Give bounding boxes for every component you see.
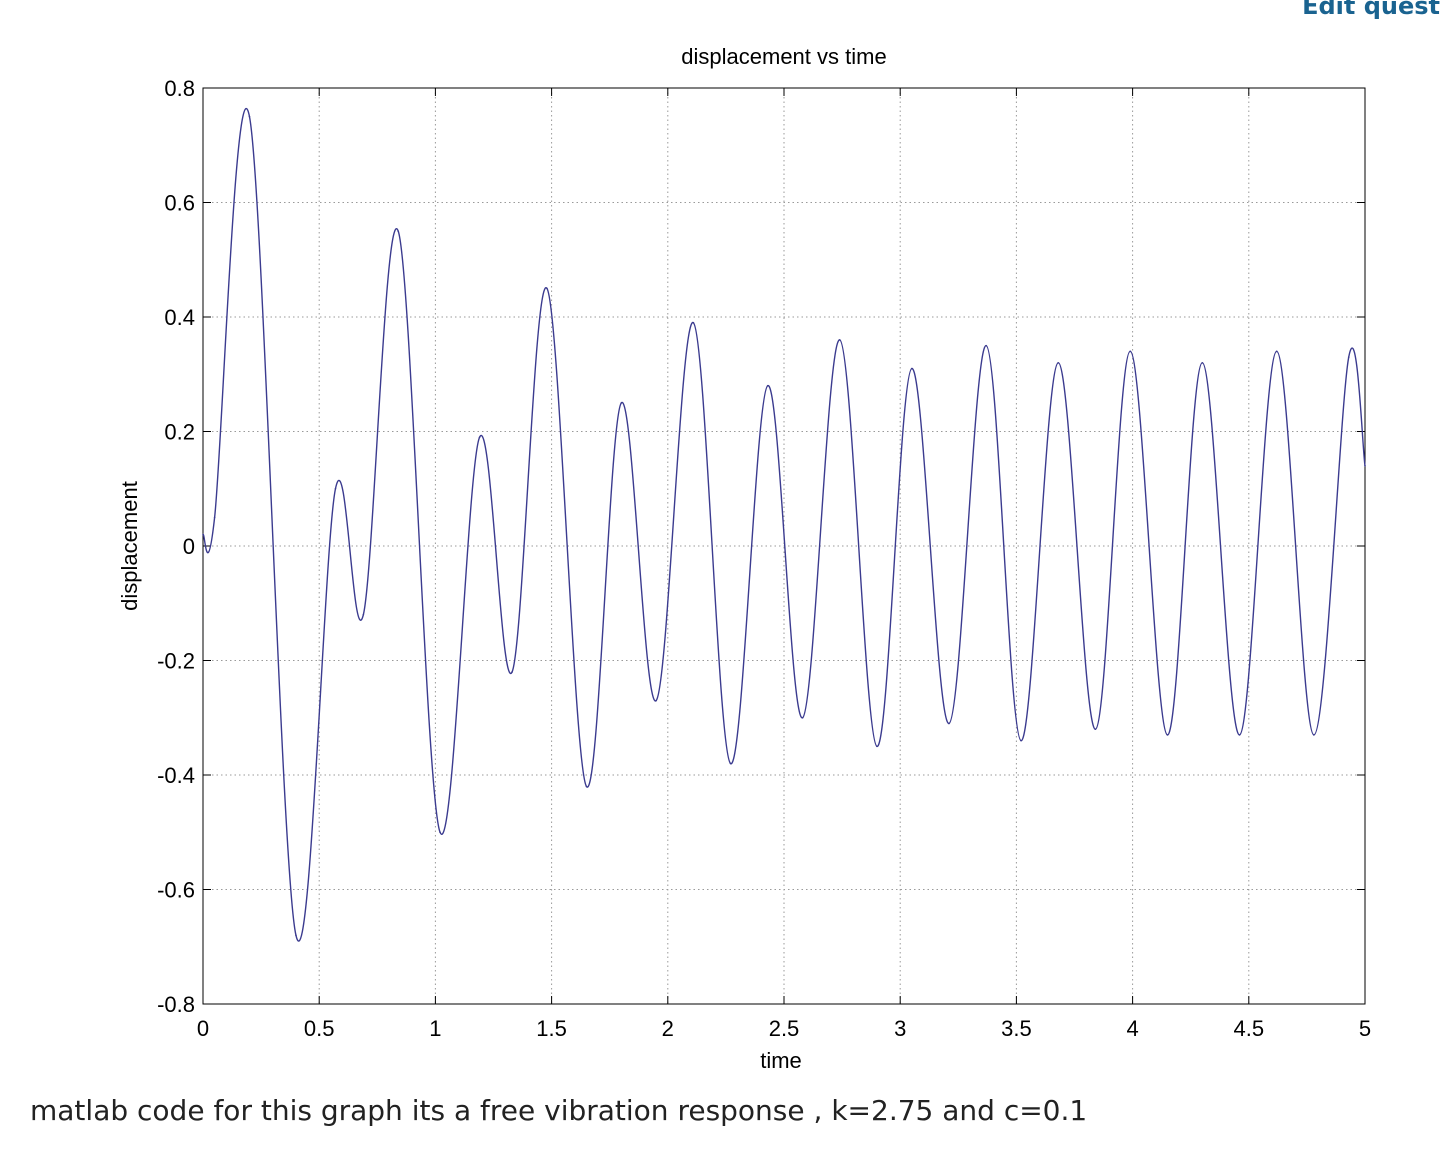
series-points [202, 115, 1366, 937]
x-tick-label: 3.5 [1001, 1016, 1032, 1041]
data-point [1094, 728, 1097, 730]
x-tick-labels: 0 0.5 1 1.5 2 2.5 3 3.5 4 4.5 5 [197, 1016, 1371, 1041]
data-point [801, 716, 804, 719]
x-tick-label: 0 [197, 1016, 209, 1041]
data-point [511, 671, 513, 673]
y-tick-label: -0.4 [157, 763, 195, 788]
x-tick-label: 3 [894, 1016, 906, 1041]
data-point [766, 384, 769, 387]
x-tick-label: 4 [1126, 1016, 1138, 1041]
data-point [1020, 739, 1022, 742]
data-point [1275, 350, 1278, 353]
data-point [478, 436, 481, 439]
data-point [213, 516, 216, 519]
x-tick-label: 2 [662, 1016, 674, 1041]
y-tick-label: 0.4 [164, 305, 195, 330]
data-point [1313, 734, 1315, 736]
y-tick-label: 0 [183, 534, 195, 559]
data-point [911, 367, 913, 370]
tick-marks [202, 87, 1366, 1005]
data-point [838, 339, 841, 341]
data-point [692, 321, 695, 324]
data-point [876, 745, 878, 748]
series-line [202, 107, 1366, 942]
data-point [1166, 734, 1169, 736]
data-point [1364, 465, 1366, 467]
data-point [985, 344, 987, 347]
x-tick-label: 1 [429, 1016, 441, 1041]
data-point [362, 613, 365, 616]
chart-title: displacement vs time [681, 44, 886, 69]
data-point [295, 934, 297, 937]
edit-question-link[interactable]: Edit quest [1302, 0, 1440, 20]
x-tick-label: 1.5 [536, 1016, 567, 1041]
data-point [1057, 362, 1060, 364]
y-tick-labels: -0.8 -0.6 -0.4 -0.2 0 0.2 0.4 0.6 0.8 [157, 76, 195, 1017]
y-tick-label: 0.8 [164, 76, 195, 101]
x-axis-title: time [760, 1048, 802, 1073]
data-point [655, 699, 657, 702]
y-tick-label: 0.6 [164, 191, 195, 216]
y-tick-label: -0.2 [157, 649, 195, 674]
data-point [334, 487, 337, 490]
question-text: matlab code for this graph its a free vi… [30, 1094, 1088, 1127]
data-point [620, 402, 623, 404]
displacement-chart: 0 0.5 1 1.5 2 2.5 3 3.5 4 4.5 5 -0.8-0.6-0.4-0.200… [117, 44, 1371, 1073]
data-point [439, 831, 441, 834]
x-tick-label: 5 [1359, 1016, 1371, 1041]
y-tick-label: 0.2 [164, 420, 195, 445]
data-point [585, 785, 588, 788]
data-point [948, 722, 950, 725]
y-tick-label: -0.6 [157, 878, 195, 903]
y-axis-title: displacement [117, 481, 142, 611]
data-point [546, 287, 548, 290]
data-point [248, 115, 251, 118]
data-point [1201, 362, 1204, 364]
x-tick-label: 0.5 [304, 1016, 335, 1041]
x-tick-label: 4.5 [1234, 1016, 1265, 1041]
data-point [1129, 350, 1132, 353]
data-point [202, 533, 204, 536]
grid-lines [203, 88, 1365, 1004]
data-point [397, 230, 400, 232]
data-point [729, 762, 732, 765]
x-tick-label: 2.5 [769, 1016, 800, 1041]
data-point [1238, 734, 1241, 736]
y-tick-label: -0.8 [157, 992, 195, 1017]
data-point [1347, 356, 1350, 358]
